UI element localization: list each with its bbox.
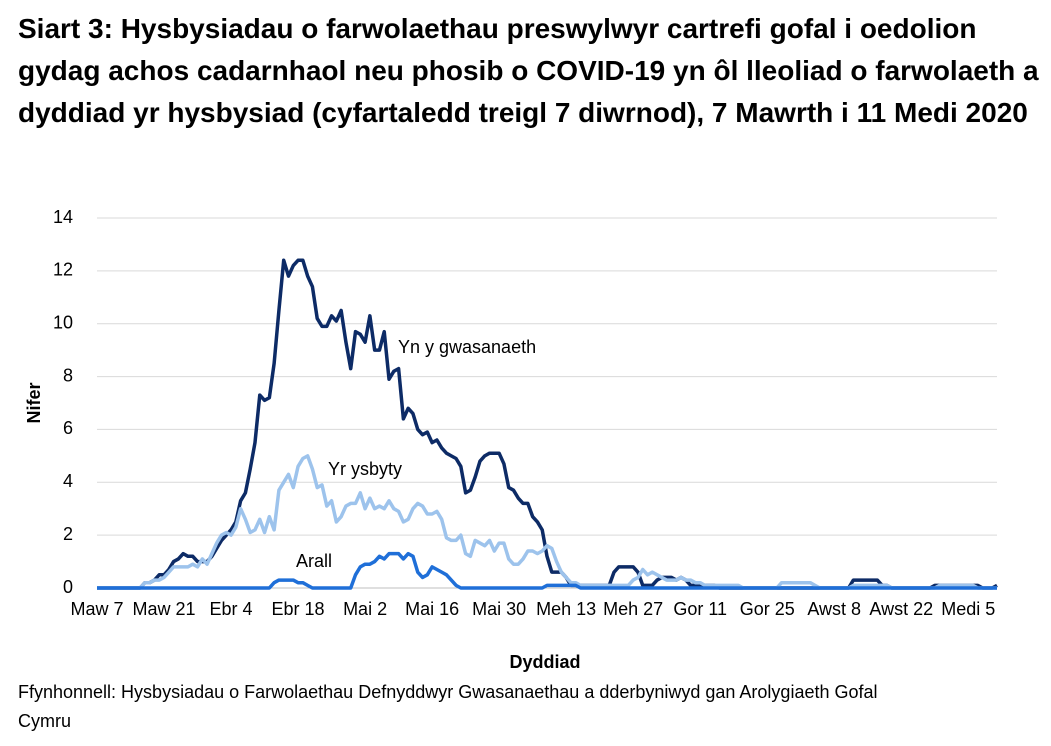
x-tick-label: Ebr 4	[210, 599, 253, 619]
series-label: Arall	[296, 551, 332, 571]
x-tick-label: Awst 22	[869, 599, 933, 619]
y-tick-label: 2	[63, 524, 73, 544]
series-label: Yr ysbyty	[328, 459, 402, 479]
y-tick-label: 14	[53, 207, 73, 227]
x-tick-label: Maw 21	[133, 599, 196, 619]
x-tick-label: Mai 2	[343, 599, 387, 619]
source-note: Ffynhonnell: Hysbysiadau o Farwolaethau …	[18, 682, 878, 731]
series-line	[97, 454, 997, 590]
x-tick-label: Gor 11	[673, 599, 727, 619]
x-tick-label: Ebr 18	[272, 599, 325, 619]
x-tick-label: Maw 7	[70, 599, 123, 619]
x-tick-label: Meh 13	[536, 599, 596, 619]
y-tick-label: 0	[63, 577, 73, 597]
y-tick-label: 10	[53, 312, 73, 332]
y-tick-label: 4	[63, 471, 73, 491]
x-tick-label: Meh 27	[603, 599, 663, 619]
x-axis-title: Dyddiad	[509, 652, 580, 672]
y-axis-title: Nifer	[24, 382, 44, 423]
x-tick-label: Mai 16	[405, 599, 459, 619]
x-tick-label: Gor 25	[740, 599, 795, 619]
y-tick-label: 12	[53, 260, 73, 280]
series-line	[97, 258, 998, 590]
x-tick-label: Mai 30	[472, 599, 526, 619]
x-tick-label: Awst 8	[807, 599, 861, 619]
y-tick-label: 6	[63, 418, 73, 438]
chart-title: Siart 3: Hysbysiadau o farwolaethau pres…	[18, 13, 1039, 128]
x-tick-label: Medi 5	[941, 599, 995, 619]
y-tick-label: 8	[63, 365, 73, 385]
series-line	[97, 551, 997, 590]
series-label: Yn y gwasanaeth	[398, 337, 536, 357]
